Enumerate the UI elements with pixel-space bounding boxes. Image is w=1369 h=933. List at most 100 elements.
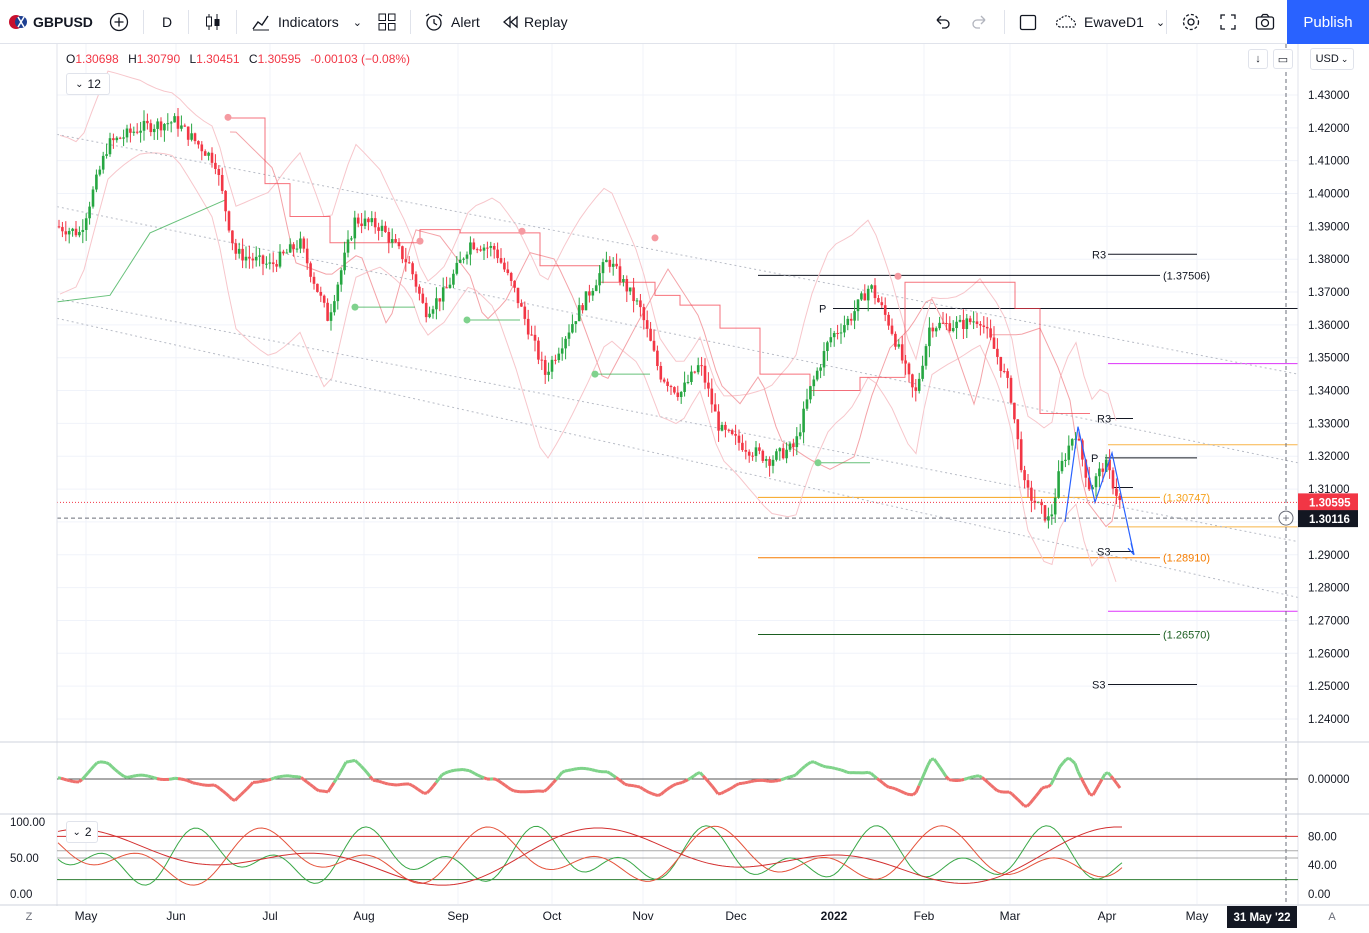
fullscreen-button[interactable] — [1218, 0, 1238, 44]
candle-body — [707, 382, 710, 389]
oscillator-segment — [186, 779, 191, 783]
candle-body — [737, 435, 741, 443]
candle-body — [577, 305, 581, 322]
oscillator-segment — [83, 771, 90, 778]
candle-body — [421, 293, 425, 303]
candle-body — [744, 449, 748, 452]
upper-band — [59, 70, 1117, 429]
oscillator-segment — [63, 777, 68, 782]
price-tick-label: 1.39000 — [1308, 221, 1350, 233]
candle-body — [836, 333, 839, 335]
settings-button[interactable] — [1180, 0, 1202, 44]
candle-body — [526, 318, 530, 335]
candle-body — [809, 386, 812, 400]
oscillator-segment — [1041, 785, 1046, 790]
oscillator-segment — [897, 788, 902, 793]
candle-body — [1084, 459, 1088, 478]
oscillator-segment — [510, 788, 515, 793]
oscillator-segment — [227, 795, 234, 801]
oscillator-segment — [171, 776, 176, 781]
candle-body — [1002, 370, 1006, 372]
collapse-indicators-button[interactable]: ⌄ 12 — [66, 73, 110, 95]
candle-body — [299, 238, 302, 249]
candle-body — [785, 449, 788, 459]
templates-button[interactable] — [376, 0, 398, 44]
alarm-clock-icon — [425, 13, 443, 31]
oscillator-segment — [726, 787, 731, 792]
oscillator-segment — [990, 784, 995, 790]
candle-body — [261, 255, 265, 264]
symbol-search-button[interactable]: GBPUSD — [8, 0, 93, 44]
candle-body — [74, 228, 78, 236]
interval-button[interactable]: D — [162, 0, 172, 44]
select-layout-button[interactable] — [1018, 0, 1038, 44]
layout-menu-button[interactable]: EwaveD1 ⌄ — [1054, 0, 1165, 44]
oscillator-segment — [891, 786, 896, 791]
oscillator-segment — [551, 778, 558, 785]
oscillator-segment — [1010, 792, 1017, 798]
candle-body — [336, 284, 340, 302]
oscillator-segment — [684, 778, 689, 783]
oscillator-segment — [303, 778, 308, 784]
oscillator-segment — [270, 776, 275, 781]
collapse-pane2-button[interactable]: ⌄ 2 — [66, 821, 98, 843]
publish-button[interactable]: Publish — [1287, 0, 1369, 44]
alert-button[interactable]: Alert — [423, 0, 480, 44]
oscillator-segment — [636, 784, 641, 789]
oscillator-segment — [264, 778, 269, 783]
candle-body — [917, 378, 921, 391]
indicators-button[interactable]: Indicators ⌄ — [250, 0, 362, 44]
candle-body — [931, 327, 935, 332]
chart-canvas[interactable]: R3 (1.37506) P R3 P (1.30747) S3 (1.28910) (1.26… — [0, 44, 1369, 933]
candle-body — [431, 309, 435, 314]
oscillator-segment — [615, 776, 620, 781]
candle-body — [356, 217, 360, 224]
candle-body — [1016, 419, 1020, 440]
currency-selector[interactable]: USD ⌄ — [1310, 48, 1354, 70]
time-tick-label: Jun — [166, 909, 185, 923]
compare-symbol-button[interactable] — [108, 0, 130, 44]
candle-body — [645, 320, 649, 329]
replay-button[interactable]: Replay — [500, 0, 568, 44]
oscillator-segment — [944, 775, 951, 781]
oscillator-segment — [180, 777, 185, 782]
redo-button[interactable] — [970, 0, 990, 44]
price-tick-label: 1.32000 — [1308, 451, 1350, 463]
candle-body — [360, 223, 363, 227]
candle-body — [152, 128, 156, 133]
level-label: (1.28910) — [1163, 553, 1210, 565]
candle-body — [832, 333, 836, 338]
square-icon — [1019, 14, 1037, 31]
candle-body — [564, 338, 567, 349]
oscillator-segment — [1031, 795, 1038, 801]
indicator2-left-tick: 0.00 — [10, 889, 32, 901]
candle-body — [1115, 488, 1118, 496]
candle-body — [472, 242, 476, 250]
oscillator-segment — [966, 776, 971, 780]
candle-body — [1087, 477, 1091, 490]
zoom-button-label: Z — [26, 911, 33, 923]
oscillator-segment — [315, 787, 320, 793]
oscillator-segment — [876, 777, 881, 782]
oscillator-segment — [687, 776, 692, 781]
candle-body — [1108, 459, 1111, 471]
scroll-down-button[interactable]: ↓ — [1248, 49, 1268, 69]
undo-button[interactable] — [932, 0, 952, 44]
chart-type-button[interactable] — [202, 0, 224, 44]
oscillator-segment — [408, 782, 413, 787]
replay-label: Replay — [524, 14, 568, 30]
oscillator-segment — [261, 779, 266, 783]
oscillator-segment — [786, 775, 791, 780]
arrow-down-icon: ↓ — [1255, 53, 1261, 65]
candle-body — [319, 291, 323, 296]
candle-body — [129, 128, 132, 133]
oscillator-segment — [1047, 783, 1052, 789]
candle-body — [394, 239, 397, 243]
maximize-pane-button[interactable]: ▭ — [1273, 49, 1293, 69]
candle-body — [764, 458, 768, 461]
candle-body — [496, 249, 499, 259]
candle-body — [866, 288, 870, 301]
oscillator-segment — [69, 779, 74, 783]
snapshot-button[interactable] — [1254, 0, 1276, 44]
oscillator-segment — [1073, 762, 1080, 773]
